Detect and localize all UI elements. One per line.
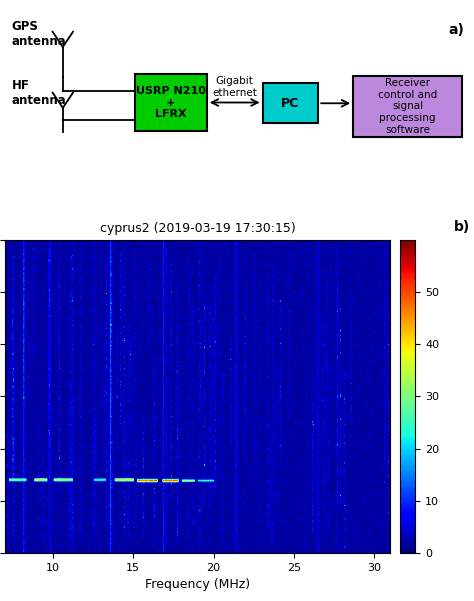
Text: GPS
antenna: GPS antenna [12,20,66,47]
Title: cyprus2 (2019-03-19 17:30:15): cyprus2 (2019-03-19 17:30:15) [100,222,295,234]
Text: USRP N210
+
LFRX: USRP N210 + LFRX [136,86,206,119]
Bar [263,84,318,123]
Text: b): b) [455,220,471,234]
Text: a): a) [449,23,465,37]
Bar [353,76,462,137]
Text: Receiver
control and
signal
processing
software: Receiver control and signal processing s… [378,78,438,135]
Text: HF
antenna: HF antenna [12,79,66,107]
Bar [135,75,207,130]
Text: Gigabit
ethernet: Gigabit ethernet [212,76,257,98]
X-axis label: Frequency (MHz): Frequency (MHz) [145,578,250,591]
Text: PC: PC [281,97,300,110]
